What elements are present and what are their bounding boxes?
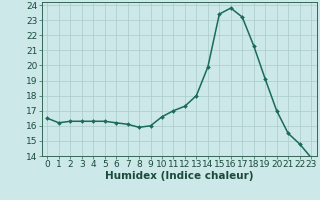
X-axis label: Humidex (Indice chaleur): Humidex (Indice chaleur) — [105, 171, 253, 181]
